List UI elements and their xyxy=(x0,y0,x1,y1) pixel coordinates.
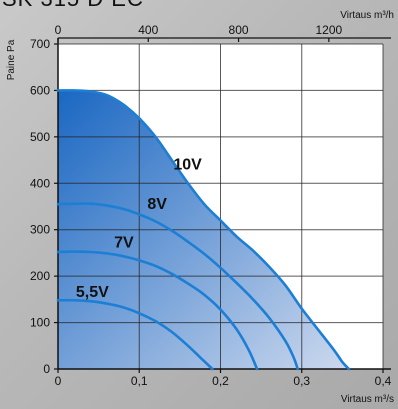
grid xyxy=(58,43,384,369)
x2-axis-label: Virtaus m³/h xyxy=(340,10,394,21)
y-axis-label: Paine Pa xyxy=(6,39,17,80)
curve-label: 10V xyxy=(173,156,202,173)
y-tick-label: 700 xyxy=(30,37,50,51)
x2-tick-label: 800 xyxy=(229,23,249,37)
y-tick-label: 300 xyxy=(30,223,50,237)
curve-5-5v xyxy=(56,298,214,371)
x2-tick-label: 400 xyxy=(138,23,158,37)
x-tick-label: 0,1 xyxy=(131,374,148,388)
curve-8v xyxy=(56,202,299,371)
y-tick-label: 0 xyxy=(43,362,50,376)
x-tick-label: 0,4 xyxy=(375,374,392,388)
y-tick-label: 600 xyxy=(30,83,50,97)
curve-10v xyxy=(56,89,351,371)
page-title: SK 315 D EC xyxy=(2,0,144,12)
y-tick-label: 100 xyxy=(30,316,50,330)
curve-7v xyxy=(56,250,259,371)
y-tick-label: 400 xyxy=(30,176,50,190)
tick-labels: 0 100 200 300 400 500 600 700 0 0,1 0,2 0,3 0,4 0 400 8… xyxy=(30,23,392,388)
y-tick-label: 200 xyxy=(30,269,50,283)
curve-label: 5,5V xyxy=(76,284,109,301)
x2-tick-label: 1200 xyxy=(315,23,342,37)
x2-tick-label: 0 xyxy=(55,23,62,37)
x-tick-label: 0,2 xyxy=(212,374,229,388)
curve-label: 7V xyxy=(114,234,134,251)
series-group xyxy=(56,89,351,371)
curve-label: 8V xyxy=(147,196,167,213)
x-axis-label: Virtaus m³/s xyxy=(341,394,394,405)
x-tick-label: 0 xyxy=(55,374,62,388)
y-tick-label: 500 xyxy=(30,130,50,144)
curve-labels: 10V 8V 7V 5,5V xyxy=(76,156,202,301)
x-tick-label: 0,3 xyxy=(293,374,310,388)
